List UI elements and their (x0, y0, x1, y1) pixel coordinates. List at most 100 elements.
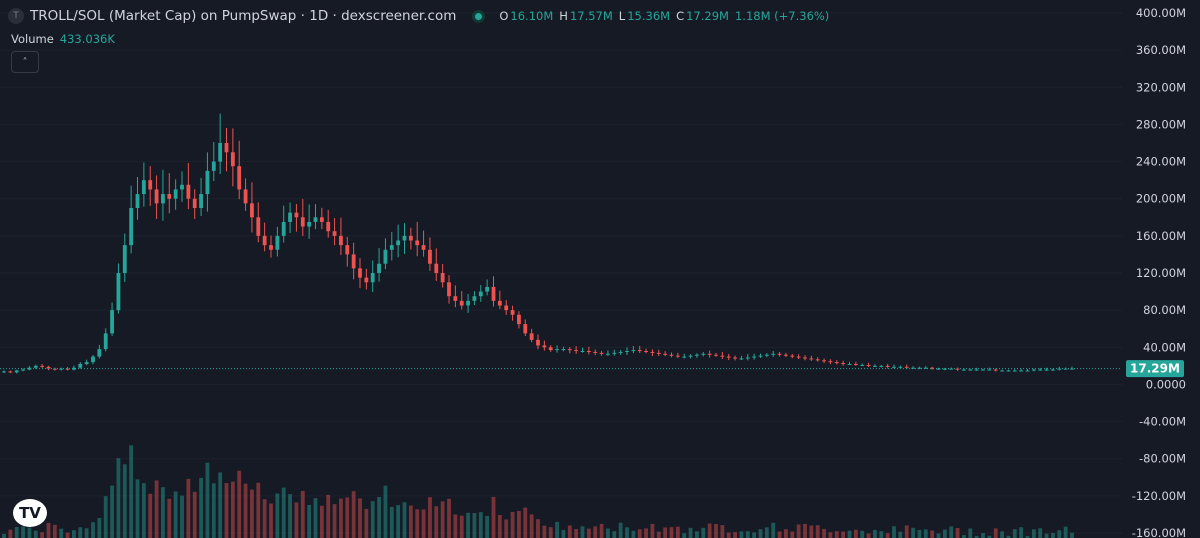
candle-body (695, 354, 699, 356)
y-tick-label: 160.00M (1136, 229, 1186, 243)
open-value: 16.10M (510, 9, 554, 23)
candle-body (987, 369, 992, 371)
token-icon[interactable]: T (8, 8, 24, 24)
candle-body (281, 221, 286, 236)
volume-bar (1019, 527, 1024, 538)
chart-header: T TROLL/SOL (Market Cap) on PumpSwap · 1… (8, 6, 833, 26)
volume-bar (453, 514, 458, 538)
market-status-icon[interactable] (472, 9, 486, 23)
candle-body (288, 212, 292, 222)
volume-legend[interactable]: Volume 433.036K (11, 32, 115, 46)
volume-bar (84, 528, 89, 538)
volume-bar (822, 528, 826, 538)
volume-bar (777, 531, 782, 538)
volume-bar (745, 531, 750, 538)
candle-body (1000, 370, 1004, 372)
volume-bar (491, 496, 496, 538)
volume-bar (847, 530, 852, 538)
candle-body (351, 254, 356, 269)
volume-bar (574, 529, 579, 538)
volume-bar (923, 529, 928, 538)
candle-body (313, 217, 318, 222)
volume-bar (377, 497, 381, 538)
volume-bar (739, 531, 744, 538)
candle-body (663, 353, 668, 355)
volume-bar (796, 524, 801, 538)
candle-body (682, 356, 687, 358)
candle-body (796, 356, 801, 358)
volume-bar (173, 491, 178, 538)
candle-body (269, 245, 273, 250)
ohlc-legend: O 16.10M H 17.57M L 15.36M C 17.29M 1.18M (+… (499, 9, 833, 23)
volume-bar (688, 527, 693, 538)
volume-bar (421, 509, 426, 538)
candle-body (745, 357, 750, 359)
volume-bar (866, 533, 871, 538)
candle-body (250, 203, 254, 218)
volume-bar (752, 532, 757, 538)
volume-bar (428, 497, 432, 538)
candle-body (135, 194, 140, 208)
candle-body (97, 349, 102, 357)
volume-bar (1063, 526, 1068, 538)
volume-bar (1051, 532, 1055, 538)
change-value: 1.18M (+7.36%) (734, 9, 830, 23)
candle-body (1012, 370, 1017, 372)
volume-bar (936, 533, 941, 538)
volume-bar (650, 523, 655, 538)
candle-body (879, 365, 884, 367)
candle-body (211, 161, 216, 171)
candlesticks (2, 113, 1074, 374)
candle-body (237, 166, 242, 190)
volume-bar (663, 527, 668, 538)
candle-body (161, 194, 165, 204)
chevron-up-icon: ˄ (22, 56, 28, 68)
candle-body (72, 367, 76, 370)
volume-bar (230, 481, 235, 538)
candle-body (974, 369, 979, 371)
chart-title[interactable]: TROLL/SOL (Market Cap) on PumpSwap · 1D … (30, 8, 457, 24)
collapse-legend-button[interactable]: ˄ (11, 51, 39, 73)
volume-bar (434, 506, 439, 538)
candle-body (46, 366, 51, 369)
candle-body (148, 180, 153, 190)
y-tick-label: 80.00M (1143, 303, 1186, 317)
y-tick-label: -160.00M (1132, 526, 1186, 538)
volume-bar (288, 494, 292, 538)
volume-bar (586, 528, 591, 538)
volume-bar (1044, 533, 1049, 538)
candle-body (307, 221, 312, 227)
tradingview-logo[interactable]: TV (13, 499, 47, 527)
volume-bar (167, 498, 172, 538)
volume-bar (40, 532, 45, 538)
volume-bar (567, 525, 572, 538)
y-tick-label: 40.00M (1143, 340, 1186, 354)
volume-bar (949, 526, 954, 538)
candle-body (510, 310, 515, 315)
volume-bar (656, 531, 661, 538)
volume-bar (542, 525, 547, 538)
candle-body (453, 296, 458, 301)
candle-body (466, 300, 470, 306)
candle-body (33, 365, 38, 368)
candle-body (230, 152, 235, 167)
candle-body (892, 366, 896, 368)
volume-bar (618, 522, 623, 538)
volume-bar (504, 519, 509, 538)
volume-bar (250, 489, 254, 538)
candle-body (224, 143, 229, 153)
candle-body (326, 221, 331, 232)
volume-bar (389, 506, 394, 538)
volume-bar (1070, 532, 1074, 538)
volume-bar (415, 509, 420, 538)
candle-body (586, 351, 591, 352)
candle-body (714, 354, 718, 356)
price-axis[interactable]: 400.00M 360.00M 320.00M 280.00M 240.00M 200.0… (1132, 6, 1186, 538)
volume-bar (110, 485, 114, 538)
y-tick-label: -80.00M (1139, 452, 1186, 466)
candle-body (631, 350, 636, 352)
volume-bar (1012, 529, 1017, 538)
candle-body (199, 194, 203, 208)
candle-body (319, 217, 324, 222)
